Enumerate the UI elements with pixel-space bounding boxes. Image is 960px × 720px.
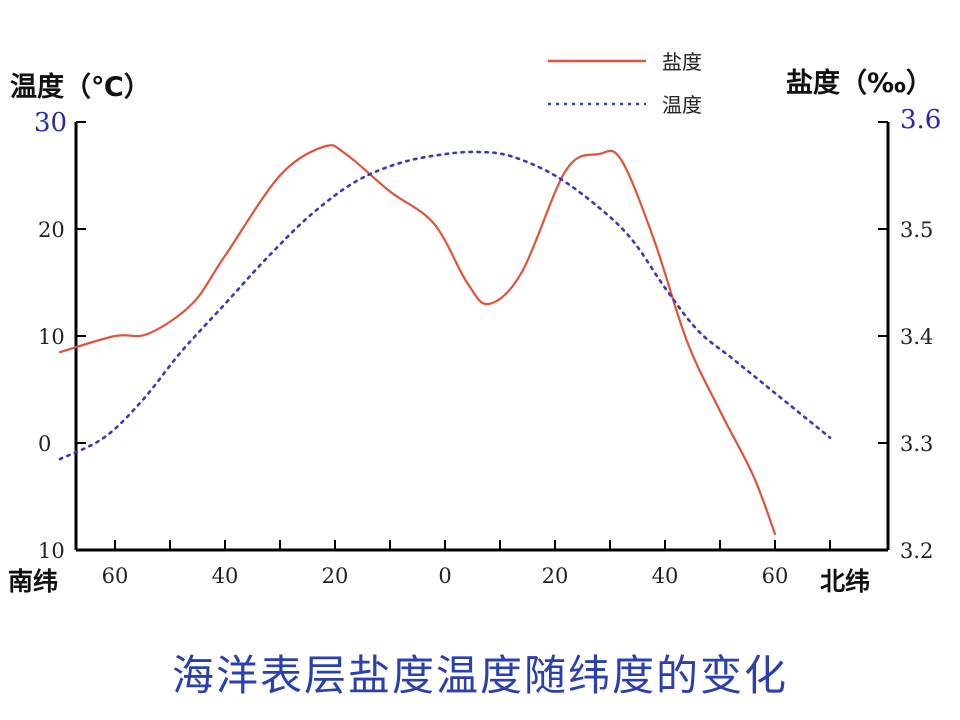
right-y-tick-label: 3.4 [900,325,933,349]
x-tick-label: 60 [762,564,789,588]
left-y-tick-label: 10 [38,539,65,563]
x-tick-label: 20 [322,564,349,588]
right-y-tick-label: 3.2 [900,539,933,563]
right-axis-title: 盐度（‰） [786,67,933,99]
left-y-tick-label: 10 [38,325,65,349]
left-y-tick-label: 0 [38,432,51,456]
x-tick-label: 60 [102,564,129,588]
south-latitude-label: 南纬 [8,567,58,596]
right-y-tick-label: 3.6 [900,105,941,135]
temperature-series-line [58,150,832,461]
salinity-series-line [58,144,777,536]
series-layer [58,144,832,536]
legend-label-temperature: 温度 [662,93,702,117]
left-axis-title: 温度（℃） [10,71,151,103]
x-tick-label: 40 [212,564,239,588]
axes-group [74,122,890,552]
x-tick-label: 20 [542,564,569,588]
x-tick-label: 0 [438,564,451,588]
right-y-tick-label: 3.5 [900,218,933,242]
left-y-tick-label: 30 [34,108,67,138]
page-title: 海洋表层盐度温度随纬度的变化 [171,651,788,700]
north-latitude-label: 北纬 [820,567,870,596]
x-tick-label: 40 [652,564,679,588]
left-y-tick-label: 20 [38,218,65,242]
legend: 盐度 温度 [548,50,702,117]
legend-label-salinity: 盐度 [662,50,702,74]
ticks-group: 60 40 20 0 20 40 60 10 0 10 20 30 3.2 3.3 3.4 3.5 3.6 [34,105,941,588]
right-y-tick-label: 3.3 [900,432,933,456]
